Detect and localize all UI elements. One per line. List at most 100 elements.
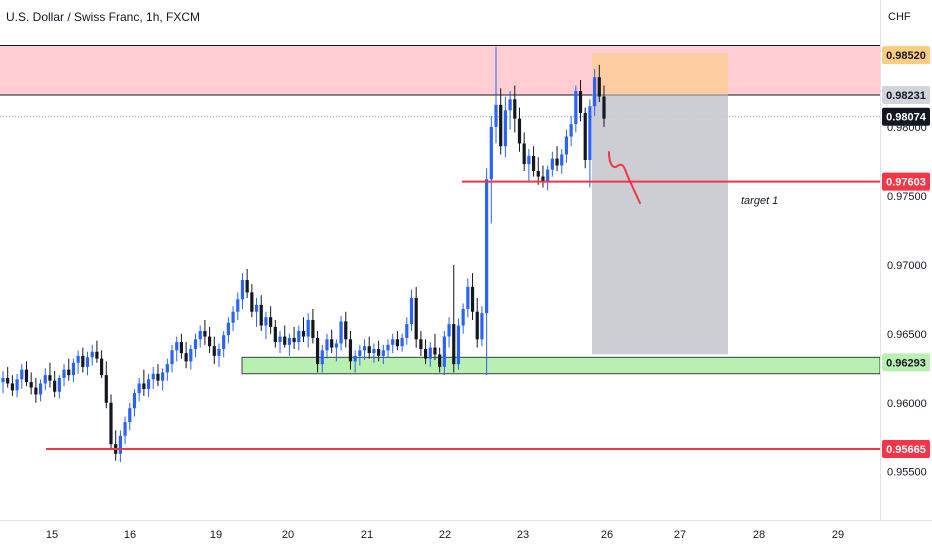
candle-body	[541, 176, 545, 183]
candle	[81, 347, 85, 373]
candle	[24, 361, 29, 387]
candle-body	[527, 155, 531, 165]
candle	[423, 339, 428, 365]
price-tag-label: 0.97603	[886, 177, 926, 189]
candle-body	[142, 383, 146, 389]
candle	[226, 317, 230, 344]
candle	[273, 320, 277, 348]
candle	[527, 148, 531, 183]
candle-body	[53, 380, 57, 392]
candle-body	[522, 143, 526, 165]
candle-body	[475, 311, 479, 340]
candle-body	[62, 369, 66, 378]
candle-body	[578, 91, 583, 114]
candle-body	[414, 297, 418, 340]
candle-body	[123, 422, 127, 436]
candle-body	[198, 331, 202, 340]
candle	[517, 107, 522, 152]
candle-body	[367, 346, 371, 354]
date-tick-label: 23	[517, 529, 529, 541]
time-axis[interactable]: 15 16 19 20 21 22 23 26 27 28 29	[46, 529, 844, 541]
candle	[447, 317, 451, 348]
price-tag-bg	[882, 107, 930, 126]
candle-body	[29, 382, 33, 388]
candle	[198, 325, 202, 348]
candle	[292, 326, 296, 349]
candle	[104, 361, 108, 409]
candle-body	[231, 311, 235, 323]
candle-body	[301, 331, 306, 337]
candle-body	[217, 348, 221, 356]
candle	[358, 344, 362, 366]
candle-body	[386, 344, 390, 351]
short-position-tool[interactable]	[592, 53, 728, 355]
candle	[62, 364, 66, 387]
candle-body	[438, 354, 442, 367]
candle-body	[1, 377, 5, 383]
candle	[531, 146, 536, 177]
stop-loss-region[interactable]	[592, 53, 728, 96]
candle-body	[118, 435, 122, 454]
candle-body	[546, 169, 550, 183]
candle-body	[419, 339, 423, 349]
support-zone[interactable]	[241, 356, 881, 375]
candle	[189, 344, 193, 370]
candle-body	[602, 96, 606, 119]
candle	[283, 325, 287, 348]
candle	[339, 315, 343, 351]
date-tick-label: 15	[46, 529, 58, 541]
candle	[15, 373, 19, 398]
candle	[325, 333, 329, 359]
candle	[1, 371, 5, 394]
projection-arrow-drawing[interactable]	[608, 151, 641, 204]
candle	[10, 375, 14, 396]
candle	[156, 364, 160, 387]
candle-body	[184, 353, 188, 362]
date-tick-label: 22	[439, 529, 451, 541]
candle-body	[344, 321, 348, 340]
candle-body	[109, 402, 113, 445]
candle	[419, 331, 423, 356]
candle-body	[278, 336, 282, 343]
take-profit-region[interactable]	[592, 95, 728, 355]
price-tick-label: 0.96000	[887, 398, 927, 410]
candle	[560, 148, 564, 174]
plot-area[interactable]: target 1	[0, 45, 881, 463]
price-tag: 0.95665	[882, 439, 930, 458]
date-tick-label: 27	[674, 529, 686, 541]
candle	[433, 333, 437, 360]
candle	[76, 350, 80, 374]
candle	[48, 362, 52, 388]
candle-body	[90, 351, 94, 358]
candle	[165, 358, 169, 381]
candle-body	[236, 299, 240, 312]
candle-body	[466, 286, 470, 309]
candle	[508, 91, 512, 130]
lines-layer	[46, 180, 880, 450]
candle-body	[574, 91, 578, 125]
candle	[395, 331, 400, 351]
candle-body	[100, 358, 104, 376]
candle-body	[207, 336, 212, 347]
candle-body	[38, 383, 43, 395]
candle	[222, 331, 226, 358]
candle	[231, 306, 235, 332]
candle	[278, 331, 282, 354]
candle-body	[175, 342, 179, 351]
candle	[85, 351, 90, 376]
candle	[236, 292, 240, 320]
target-annotation[interactable]: target 1	[741, 195, 778, 207]
candle-body	[76, 355, 80, 363]
resistance-zone[interactable]	[0, 45, 880, 96]
candle-body	[423, 348, 428, 359]
price-tick-label: 0.97500	[887, 191, 927, 203]
candle	[456, 318, 461, 370]
candle-body	[165, 364, 169, 373]
candle	[43, 368, 47, 391]
candle-body	[48, 375, 52, 381]
price-axis[interactable]: 0.955000.960000.965000.970000.975000.980…	[887, 122, 927, 479]
candle-body	[555, 158, 559, 166]
candle-body	[315, 337, 320, 365]
candle	[315, 331, 320, 373]
